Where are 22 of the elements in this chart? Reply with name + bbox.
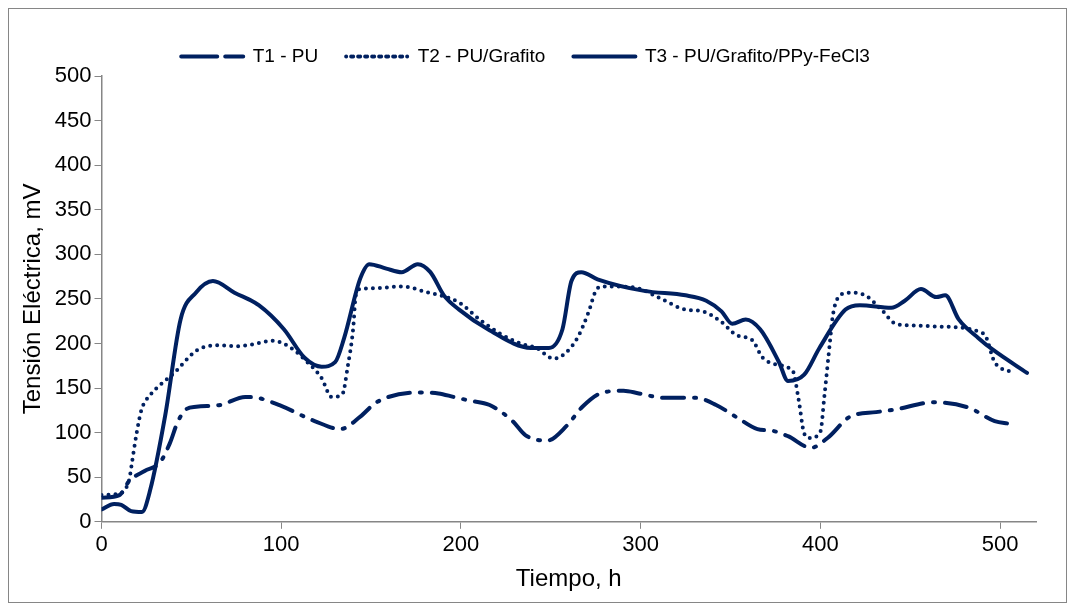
y-tick-label: 150: [54, 374, 92, 400]
y-tick-label: 450: [54, 106, 92, 132]
legend-label: T3 - PU/Grafito/PPy-FeCl3: [644, 44, 870, 66]
y-tick-label: 300: [54, 240, 92, 266]
x-tick-label: 200: [442, 531, 480, 557]
x-tick-label: 0: [95, 531, 108, 557]
y-tick-label: 400: [54, 151, 92, 177]
legend-label: T1 - PU: [252, 44, 319, 66]
x-tick-label: 300: [622, 531, 659, 557]
x-tick-label: 400: [801, 531, 839, 557]
legend-label: T2 - PU/Grafito: [417, 44, 546, 66]
y-tick-label: 50: [67, 463, 92, 489]
y-tick-label: 350: [54, 195, 92, 221]
y-tick-label: 250: [54, 284, 92, 310]
x-axis-title: Tiempo, h: [515, 564, 622, 592]
y-tick-label: 0: [79, 507, 92, 533]
y-axis-title: Tensión Eléctrica, mV: [18, 183, 46, 415]
x-tick-label: 100: [262, 531, 300, 557]
y-tick-label: 200: [54, 329, 92, 355]
y-tick-label: 100: [54, 418, 92, 444]
x-tick-label: 500: [981, 531, 1019, 557]
y-tick-label: 500: [54, 62, 92, 88]
